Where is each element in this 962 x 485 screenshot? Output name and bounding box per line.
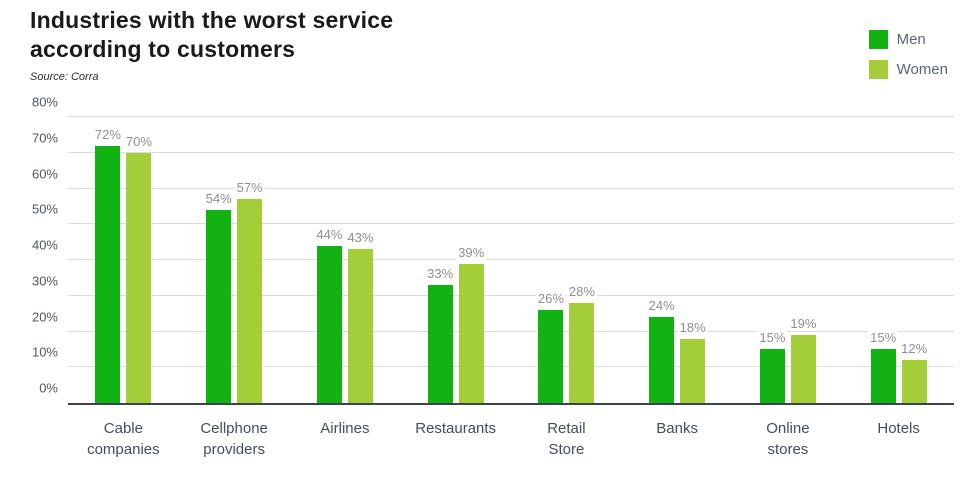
bar-women: 19% [788,316,819,403]
y-axis-tick-label: 30% [31,273,58,289]
bar-men: 24% [646,298,677,403]
gridline [68,116,954,117]
category-label: Retail Store [547,420,586,458]
bar-clusters: 72% 70% 54% 57% 44% 43% 33% 39% 26% 28% 24% 18% 15% 1… [68,117,954,403]
bar-cluster: 72% 70% [68,117,179,403]
bar-value-label: 19% [788,316,819,332]
bar-value-label: 54% [203,190,234,206]
bar-women: 43% [345,230,376,403]
y-axis-tick-label: 20% [31,309,58,324]
chart-header: Industries with the worst service accord… [30,6,393,83]
category-label: Banks [656,420,698,437]
y-axis-tick-label: 80% [31,94,58,110]
bar-value-label: 44% [314,226,345,242]
bar-men: 15% [757,330,788,403]
legend-label: Men [896,31,926,48]
gridline [68,187,954,189]
bar-cluster: 54% 57% [179,117,290,403]
y-axis-tick-label: 50% [31,201,58,217]
bar-value-label: 39% [456,244,487,260]
chart-title: Industries with the worst service accord… [30,7,394,62]
gridline [68,294,954,296]
bar-value-label: 57% [234,180,265,196]
category-label: Hotels [877,420,920,437]
bar-cluster: 44% 43% [290,117,401,403]
bar-chart: 0% 10% 20% 30% 40% 50% 60% 70% 80% 72% 70% 54% 57% 44… [32,95,954,460]
category-label: Online stores [766,420,810,458]
legend-item-men: Men [868,30,948,49]
legend-swatch-icon [868,30,888,49]
bar-value-label: 24% [646,298,677,314]
gridline [68,223,954,225]
bar-value-label: 70% [123,133,154,149]
bar-men: 72% [92,126,123,403]
y-axis-tick-label: 60% [31,166,58,181]
legend: Men Women [868,30,948,79]
bar-women: 39% [456,244,487,403]
category-label: Restaurants [415,420,497,437]
bar-cluster: 24% 18% [622,117,733,403]
bar-value-label: 15% [868,330,899,346]
bar-cluster: 26% 28% [511,117,622,403]
legend-label: Women [896,61,948,78]
legend-swatch-icon [868,60,888,79]
bar-value-label: 72% [92,126,123,142]
bar-value-label: 26% [535,291,566,307]
bar-men: 15% [868,330,899,403]
bar-value-label: 28% [566,283,597,299]
chart-source: Source: Corra [30,70,99,83]
category-label: Airlines [320,420,370,437]
bar-men: 26% [535,291,566,403]
bar-cluster: 33% 39% [400,117,511,403]
gridline [68,330,954,332]
y-axis-tick-label: 0% [39,380,58,396]
bar-men: 33% [425,266,456,403]
y-axis-tick-label: 70% [31,130,58,146]
plot-area: 0% 10% 20% 30% 40% 50% 60% 70% 80% 72% 70% 54% 57% 44… [32,95,954,405]
category-label: Cellphone providers [200,420,268,458]
bar-cluster: 15% 19% [733,117,844,403]
bar-value-label: 12% [899,341,930,357]
gridline [68,259,954,260]
bar-value-label: 33% [425,266,456,282]
bar-women: 12% [899,341,930,403]
bar-women: 28% [566,283,597,403]
bar-women: 57% [234,180,265,403]
legend-item-women: Women [868,60,948,79]
bar-value-label: 15% [757,330,788,346]
bar-cluster: 15% 12% [843,117,954,403]
category-axis: Cable companies Cellphone providers Airlin… [68,418,954,460]
bar-men: 44% [314,226,345,403]
y-axis-tick-label: 40% [31,237,58,253]
bar-value-label: 43% [345,230,376,246]
bar-men: 54% [203,190,234,403]
gridline [68,151,954,153]
bar-women: 18% [677,319,708,403]
y-axis-tick-label: 10% [31,344,58,360]
gridline [68,366,954,368]
bar-women: 70% [123,133,154,403]
category-label: Cable companies [87,420,160,458]
bar-value-label: 18% [677,319,708,335]
